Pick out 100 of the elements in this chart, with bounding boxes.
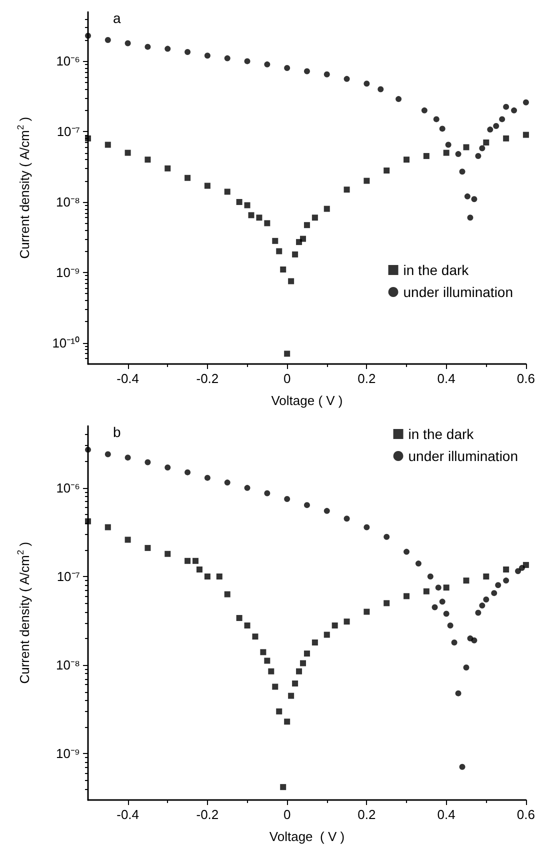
- point: [184, 558, 191, 564]
- point: [364, 608, 370, 615]
- point: [204, 182, 210, 189]
- point: [204, 574, 210, 580]
- x-tick-label: 0.4: [437, 807, 456, 822]
- y-tick-label: 10⁻⁷: [56, 569, 80, 584]
- point: [518, 564, 525, 571]
- point: [421, 107, 428, 114]
- y-tick-label: 10⁻⁹: [56, 264, 80, 280]
- point: [464, 193, 470, 200]
- point: [312, 214, 318, 221]
- point: [384, 534, 390, 540]
- x-tick-label: -0.2: [196, 807, 219, 822]
- y-tick-label: 10⁻⁷: [56, 124, 80, 140]
- point: [244, 484, 250, 491]
- point: [324, 632, 330, 638]
- point: [344, 516, 350, 522]
- point: [144, 459, 151, 466]
- point: [364, 80, 370, 87]
- x-tick-label: 0: [283, 807, 291, 822]
- point: [324, 71, 330, 78]
- point: [445, 142, 452, 148]
- point: [272, 684, 278, 690]
- point: [511, 107, 518, 114]
- point: [164, 165, 171, 172]
- point: [475, 153, 482, 160]
- point: [104, 451, 111, 458]
- point: [244, 58, 250, 64]
- x-tick-label: 0: [283, 371, 291, 386]
- point: [144, 44, 151, 50]
- point: [522, 99, 529, 106]
- point: [244, 622, 250, 628]
- point: [503, 104, 510, 110]
- x-axis-title: Voltage ( V ): [271, 393, 343, 408]
- y-tick-label: 10⁻⁸: [56, 194, 80, 210]
- x-tick-label: 0.4: [437, 371, 456, 386]
- legend-label: in the dark: [408, 426, 475, 442]
- point: [432, 604, 438, 610]
- point: [404, 548, 410, 555]
- point: [503, 578, 510, 584]
- point: [85, 446, 91, 453]
- point: [204, 52, 210, 59]
- legend-label: in the dark: [403, 262, 470, 278]
- point: [344, 76, 350, 82]
- y-tick-label: 10⁻⁶: [56, 480, 80, 496]
- point: [475, 610, 482, 616]
- point: [244, 202, 250, 208]
- point: [483, 140, 490, 146]
- point: [184, 469, 191, 476]
- y-axis-title: Current density ( A/cm2 ): [16, 116, 32, 259]
- point: [144, 156, 151, 163]
- point: [384, 600, 390, 606]
- point: [184, 174, 191, 181]
- point: [85, 518, 91, 524]
- point: [256, 214, 262, 221]
- x-tick-label: -0.2: [196, 371, 219, 386]
- point: [144, 544, 151, 551]
- point: [288, 278, 294, 284]
- point: [312, 639, 318, 646]
- point: [455, 690, 462, 696]
- point: [164, 550, 171, 557]
- x-tick-label: 0.2: [358, 807, 376, 822]
- x-tick-label: -0.4: [116, 371, 140, 386]
- point: [483, 574, 490, 580]
- point: [423, 588, 430, 594]
- point: [304, 68, 310, 74]
- point: [124, 150, 131, 156]
- point: [455, 151, 462, 158]
- point: [415, 560, 422, 567]
- chart-title: a: [113, 10, 121, 26]
- point: [522, 132, 529, 138]
- point: [284, 65, 290, 72]
- point: [344, 618, 350, 625]
- point: [324, 508, 330, 514]
- point: [378, 86, 384, 92]
- x-tick-label: 0.6: [516, 371, 536, 386]
- point: [304, 650, 310, 657]
- point: [264, 61, 270, 68]
- point: [260, 649, 266, 656]
- point: [503, 135, 510, 142]
- point: [280, 266, 286, 272]
- point: [204, 474, 210, 481]
- point: [124, 536, 131, 543]
- point: [272, 238, 278, 244]
- point: [85, 32, 91, 39]
- point: [332, 622, 338, 628]
- point: [423, 153, 430, 160]
- point: [304, 222, 310, 228]
- point: [292, 251, 298, 258]
- point: [463, 578, 470, 584]
- point: [276, 708, 282, 714]
- point: [224, 591, 230, 598]
- legend-label: under illumination: [408, 448, 518, 464]
- point: [451, 639, 458, 646]
- point: [344, 186, 350, 193]
- point: [491, 590, 498, 596]
- point: [463, 144, 470, 150]
- point: [124, 40, 131, 46]
- point: [364, 524, 370, 530]
- point: [264, 658, 270, 664]
